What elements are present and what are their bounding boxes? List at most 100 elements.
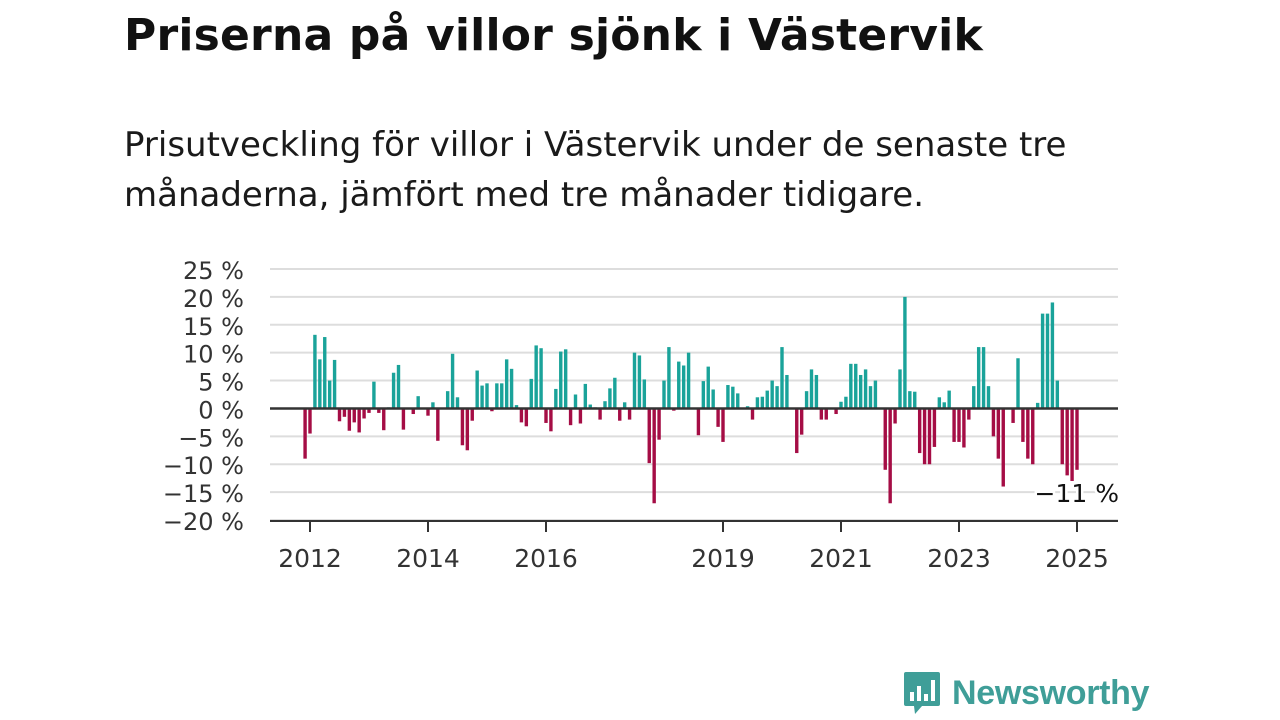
bar [706, 366, 710, 409]
x-tick-label: 2019 [691, 544, 755, 573]
bar [549, 408, 553, 432]
bar [1035, 402, 1040, 409]
bar [480, 385, 484, 409]
bar [844, 396, 848, 409]
y-tick-label: 25 % [183, 257, 244, 285]
bar [903, 296, 907, 409]
bar [814, 374, 819, 409]
bar [637, 355, 642, 409]
bar [795, 408, 799, 454]
bar [573, 394, 578, 409]
bar [323, 337, 327, 409]
bar [962, 408, 966, 448]
bar [337, 408, 342, 422]
bar [436, 408, 440, 441]
bar [642, 379, 647, 409]
bar [681, 365, 686, 409]
bar [534, 345, 538, 409]
bar [1001, 408, 1005, 487]
bar [647, 408, 651, 464]
y-tick-label: −5 % [178, 424, 244, 452]
bar [711, 389, 715, 409]
bar [303, 408, 307, 459]
bar [913, 391, 917, 409]
bar [839, 401, 843, 409]
bar [765, 390, 769, 409]
bar [519, 408, 524, 423]
chart-title: Priserna på villor sjönk i Västervik [124, 10, 983, 61]
y-tick-label: −10 % [163, 452, 244, 480]
bar [996, 408, 1001, 459]
bar [416, 396, 420, 409]
bar [696, 408, 701, 436]
bar [357, 408, 361, 433]
bar [785, 374, 789, 409]
bar [583, 383, 588, 409]
bar [917, 408, 922, 454]
bar [972, 386, 976, 409]
bar [981, 347, 986, 409]
bar [716, 408, 720, 427]
bar [450, 353, 455, 409]
bar [377, 408, 381, 413]
bar [308, 408, 312, 434]
bar [445, 391, 450, 409]
bar [1075, 408, 1079, 470]
bar [504, 359, 509, 409]
bar [863, 369, 868, 409]
bar [775, 386, 779, 409]
bar [352, 408, 356, 423]
latest-value-label: −11 % [1035, 479, 1119, 508]
bar [927, 408, 932, 465]
bar [367, 408, 371, 413]
y-tick-label: 0 % [198, 396, 244, 424]
bar [908, 391, 912, 409]
bar [667, 347, 671, 409]
bar [475, 370, 479, 409]
bar [627, 408, 632, 420]
brand-logo: Newsworthy [902, 670, 1150, 716]
bar [873, 380, 878, 409]
bar [736, 393, 740, 409]
bar [455, 397, 460, 409]
bar [470, 408, 474, 421]
bar [686, 352, 691, 409]
bar [382, 408, 386, 431]
bar [834, 408, 838, 415]
bar [554, 388, 558, 409]
x-tick-label: 2025 [1045, 544, 1109, 573]
bar [509, 368, 514, 409]
bar [588, 404, 592, 409]
bar [1040, 313, 1045, 409]
bar [1065, 408, 1069, 476]
y-tick-label: 20 % [183, 285, 244, 313]
x-tick-label: 2014 [396, 544, 460, 573]
bar [819, 408, 824, 420]
bar [578, 408, 583, 424]
x-tick-label: 2021 [809, 544, 873, 573]
bar [431, 402, 435, 409]
bar [618, 408, 622, 421]
bar [883, 408, 887, 470]
bar [652, 408, 656, 504]
bar [750, 408, 755, 420]
bar [1021, 408, 1025, 442]
bar [1050, 302, 1055, 409]
bar [632, 352, 637, 409]
bar [898, 369, 902, 409]
bar [500, 383, 504, 409]
bar [622, 402, 627, 409]
bar [460, 408, 465, 446]
x-tick-label: 2023 [927, 544, 991, 573]
bar [799, 408, 804, 435]
bar [613, 377, 617, 409]
bar [426, 408, 430, 416]
bar [559, 351, 563, 409]
bar [568, 408, 573, 426]
bar [849, 363, 853, 409]
bar [942, 402, 946, 409]
bar [721, 408, 725, 442]
bar [327, 380, 332, 409]
bar [770, 380, 774, 409]
